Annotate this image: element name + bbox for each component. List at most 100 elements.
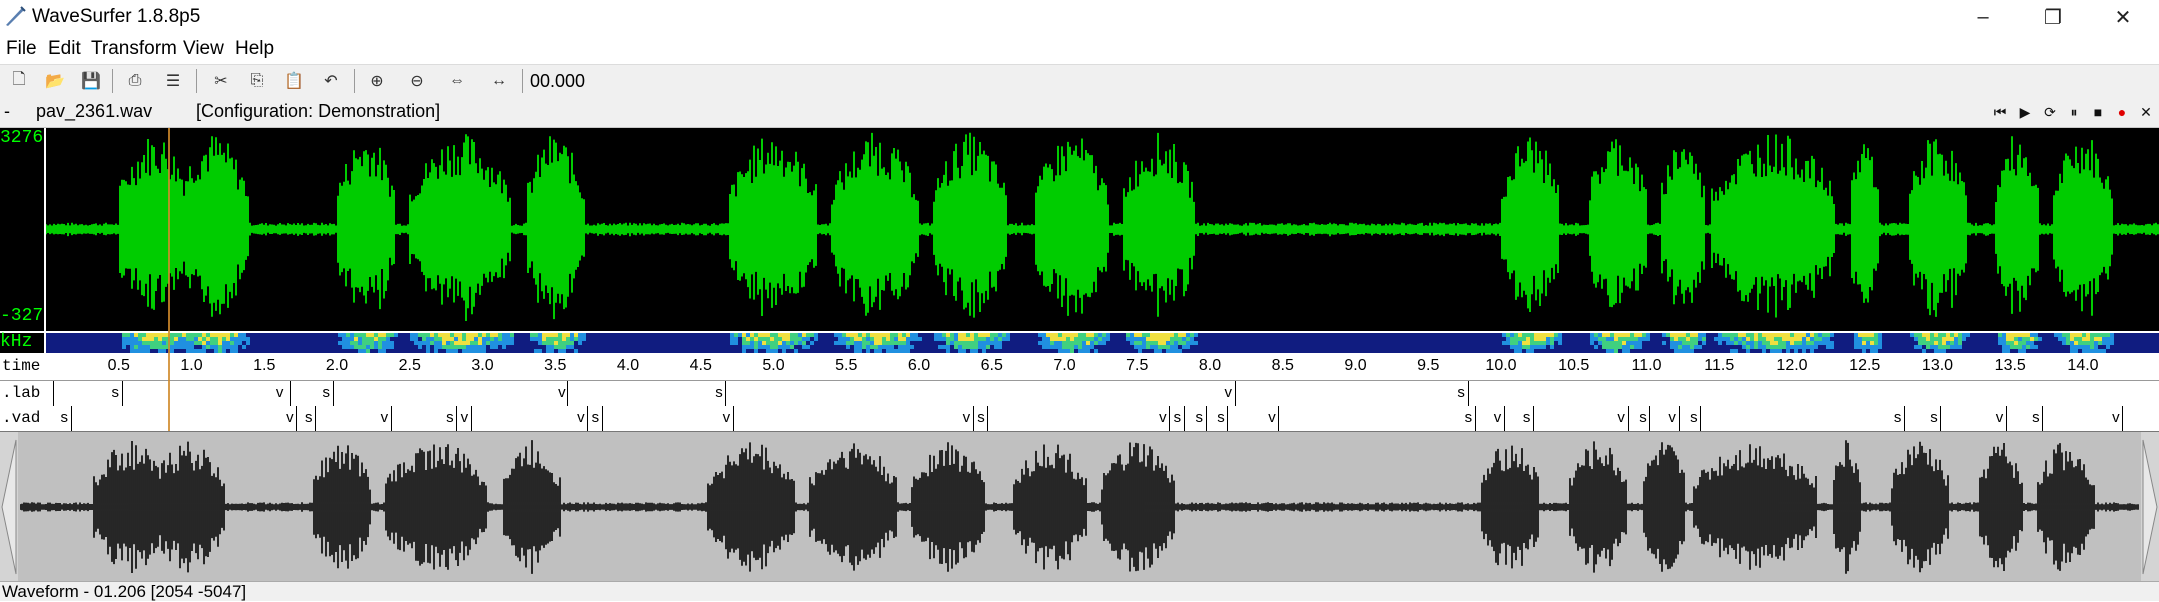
segment-boundary[interactable] (1940, 406, 1942, 431)
spectrogram-panel[interactable] (46, 333, 2159, 353)
menu-view[interactable]: View (183, 38, 224, 59)
segment-label[interactable]: v (2112, 409, 2120, 426)
segment-label[interactable]: v (460, 409, 469, 426)
segment-label[interactable]: v (1159, 409, 1167, 426)
segment-label[interactable]: s (715, 384, 723, 401)
stop-icon[interactable]: ■ (2093, 104, 2103, 120)
segment-boundary[interactable] (1904, 406, 1906, 431)
segment-boundary[interactable] (1183, 406, 1185, 431)
segment-label[interactable]: s (2032, 409, 2040, 426)
menu-transform[interactable]: Transform (91, 38, 177, 59)
copy-icon[interactable]: ⎘ (250, 72, 264, 89)
play-loop-icon[interactable]: ⟳ (2044, 103, 2056, 120)
segment-label[interactable]: s (304, 409, 313, 426)
segment-label[interactable]: v (1493, 409, 1502, 426)
segment-boundary[interactable] (456, 406, 458, 431)
segment-label[interactable]: v (1617, 409, 1625, 426)
waveform-panel[interactable] (46, 128, 2159, 331)
segment-boundary[interactable] (70, 406, 72, 431)
segment-label[interactable]: s (1893, 409, 1902, 426)
segment-boundary[interactable] (390, 406, 392, 431)
segment-label[interactable]: s (1930, 409, 1938, 426)
skip-to-start-icon[interactable]: ⏮ (1993, 103, 2007, 120)
scroll-left-icon[interactable] (0, 432, 18, 582)
play-icon[interactable]: ▶ (2019, 103, 2031, 120)
segment-label[interactable]: s (1195, 409, 1203, 426)
menu-help[interactable]: Help (235, 38, 275, 59)
segment-boundary[interactable] (2005, 406, 2007, 431)
segment-label[interactable]: s (1173, 409, 1182, 426)
segment-label[interactable]: v (275, 384, 284, 401)
segment-boundary[interactable] (601, 406, 603, 431)
segment-label[interactable]: s (1457, 384, 1465, 401)
record-icon[interactable]: ● (2117, 104, 2127, 120)
segment-label[interactable]: s (1690, 409, 1698, 426)
segment-label[interactable]: v (558, 384, 566, 401)
save-icon[interactable]: 💾 (81, 73, 101, 90)
segment-boundary[interactable] (315, 406, 317, 431)
zoom-fit-icon[interactable]: ⇔ (449, 72, 465, 89)
segment-boundary[interactable] (53, 381, 55, 406)
segment-boundary[interactable] (1234, 381, 1236, 406)
segment-boundary[interactable] (1503, 406, 1505, 431)
zoom-in-icon[interactable]: ⊕ (370, 73, 384, 90)
menu-file[interactable]: File (6, 38, 37, 59)
segment-boundary[interactable] (1678, 406, 1680, 431)
print-icon[interactable]: ⎙ (128, 72, 142, 89)
open-folder-icon[interactable]: 📂 (45, 73, 65, 90)
close-icon[interactable]: ✕ (2114, 6, 2132, 29)
segment-label[interactable]: v (1224, 384, 1233, 401)
segment-label[interactable]: s (111, 384, 119, 401)
segment-label[interactable]: v (722, 409, 731, 426)
segment-boundary[interactable] (732, 406, 734, 431)
segment-boundary[interactable] (1205, 406, 1207, 431)
segment-label[interactable]: v (962, 409, 971, 426)
segment-label[interactable]: v (1268, 409, 1276, 426)
pause-icon[interactable]: ⏸ (2070, 103, 2078, 120)
segment-label[interactable]: s (60, 409, 69, 426)
segment-label[interactable]: v (1668, 409, 1676, 426)
paste-icon[interactable]: 📋 (284, 73, 304, 90)
segment-label[interactable]: s (1464, 409, 1473, 426)
cut-icon[interactable]: ✂ (214, 73, 228, 90)
segment-boundary[interactable] (290, 381, 292, 406)
segment-label[interactable]: v (380, 409, 389, 426)
segment-boundary[interactable] (1627, 406, 1629, 431)
segment-boundary[interactable] (1649, 406, 1651, 431)
segment-boundary[interactable] (1474, 406, 1476, 431)
segment-label[interactable]: v (286, 409, 294, 426)
segment-boundary[interactable] (725, 381, 727, 406)
restore-icon[interactable]: ❐ (2044, 6, 2062, 29)
segment-label[interactable]: s (1639, 409, 1647, 426)
segment-label[interactable]: s (591, 409, 600, 426)
segment-boundary[interactable] (987, 406, 989, 431)
segment-label[interactable]: s (977, 409, 985, 426)
segment-boundary[interactable] (470, 406, 472, 431)
segment-boundary[interactable] (1278, 406, 1280, 431)
segment-boundary[interactable] (296, 406, 298, 431)
segment-boundary[interactable] (121, 381, 123, 406)
segment-boundary[interactable] (587, 406, 589, 431)
segment-boundary[interactable] (1533, 406, 1534, 431)
zoom-out-icon[interactable]: ⊖ (410, 73, 424, 90)
segment-boundary[interactable] (2122, 406, 2124, 431)
segment-label[interactable]: v (1995, 409, 2004, 426)
new-file-icon[interactable]: 🗋 (12, 70, 26, 88)
minimize-icon[interactable]: – (1977, 5, 1989, 28)
segment-boundary[interactable] (1467, 381, 1469, 406)
scroll-right-icon[interactable] (2141, 432, 2159, 582)
segment-label[interactable]: s (1522, 409, 1531, 426)
segment-label[interactable]: v (577, 409, 585, 426)
segment-label[interactable]: s (446, 409, 454, 426)
segment-boundary[interactable] (972, 406, 974, 431)
segment-label[interactable]: s (322, 384, 330, 401)
segment-boundary[interactable] (1169, 406, 1171, 431)
overview-panel[interactable] (0, 431, 2159, 582)
menu-edit[interactable]: Edit (48, 38, 81, 59)
segment-label[interactable]: s (1217, 409, 1225, 426)
playback-cursor[interactable] (168, 128, 171, 431)
zoom-selection-icon[interactable]: ↔ (491, 72, 507, 89)
undo-icon[interactable]: ↶ (324, 73, 338, 90)
